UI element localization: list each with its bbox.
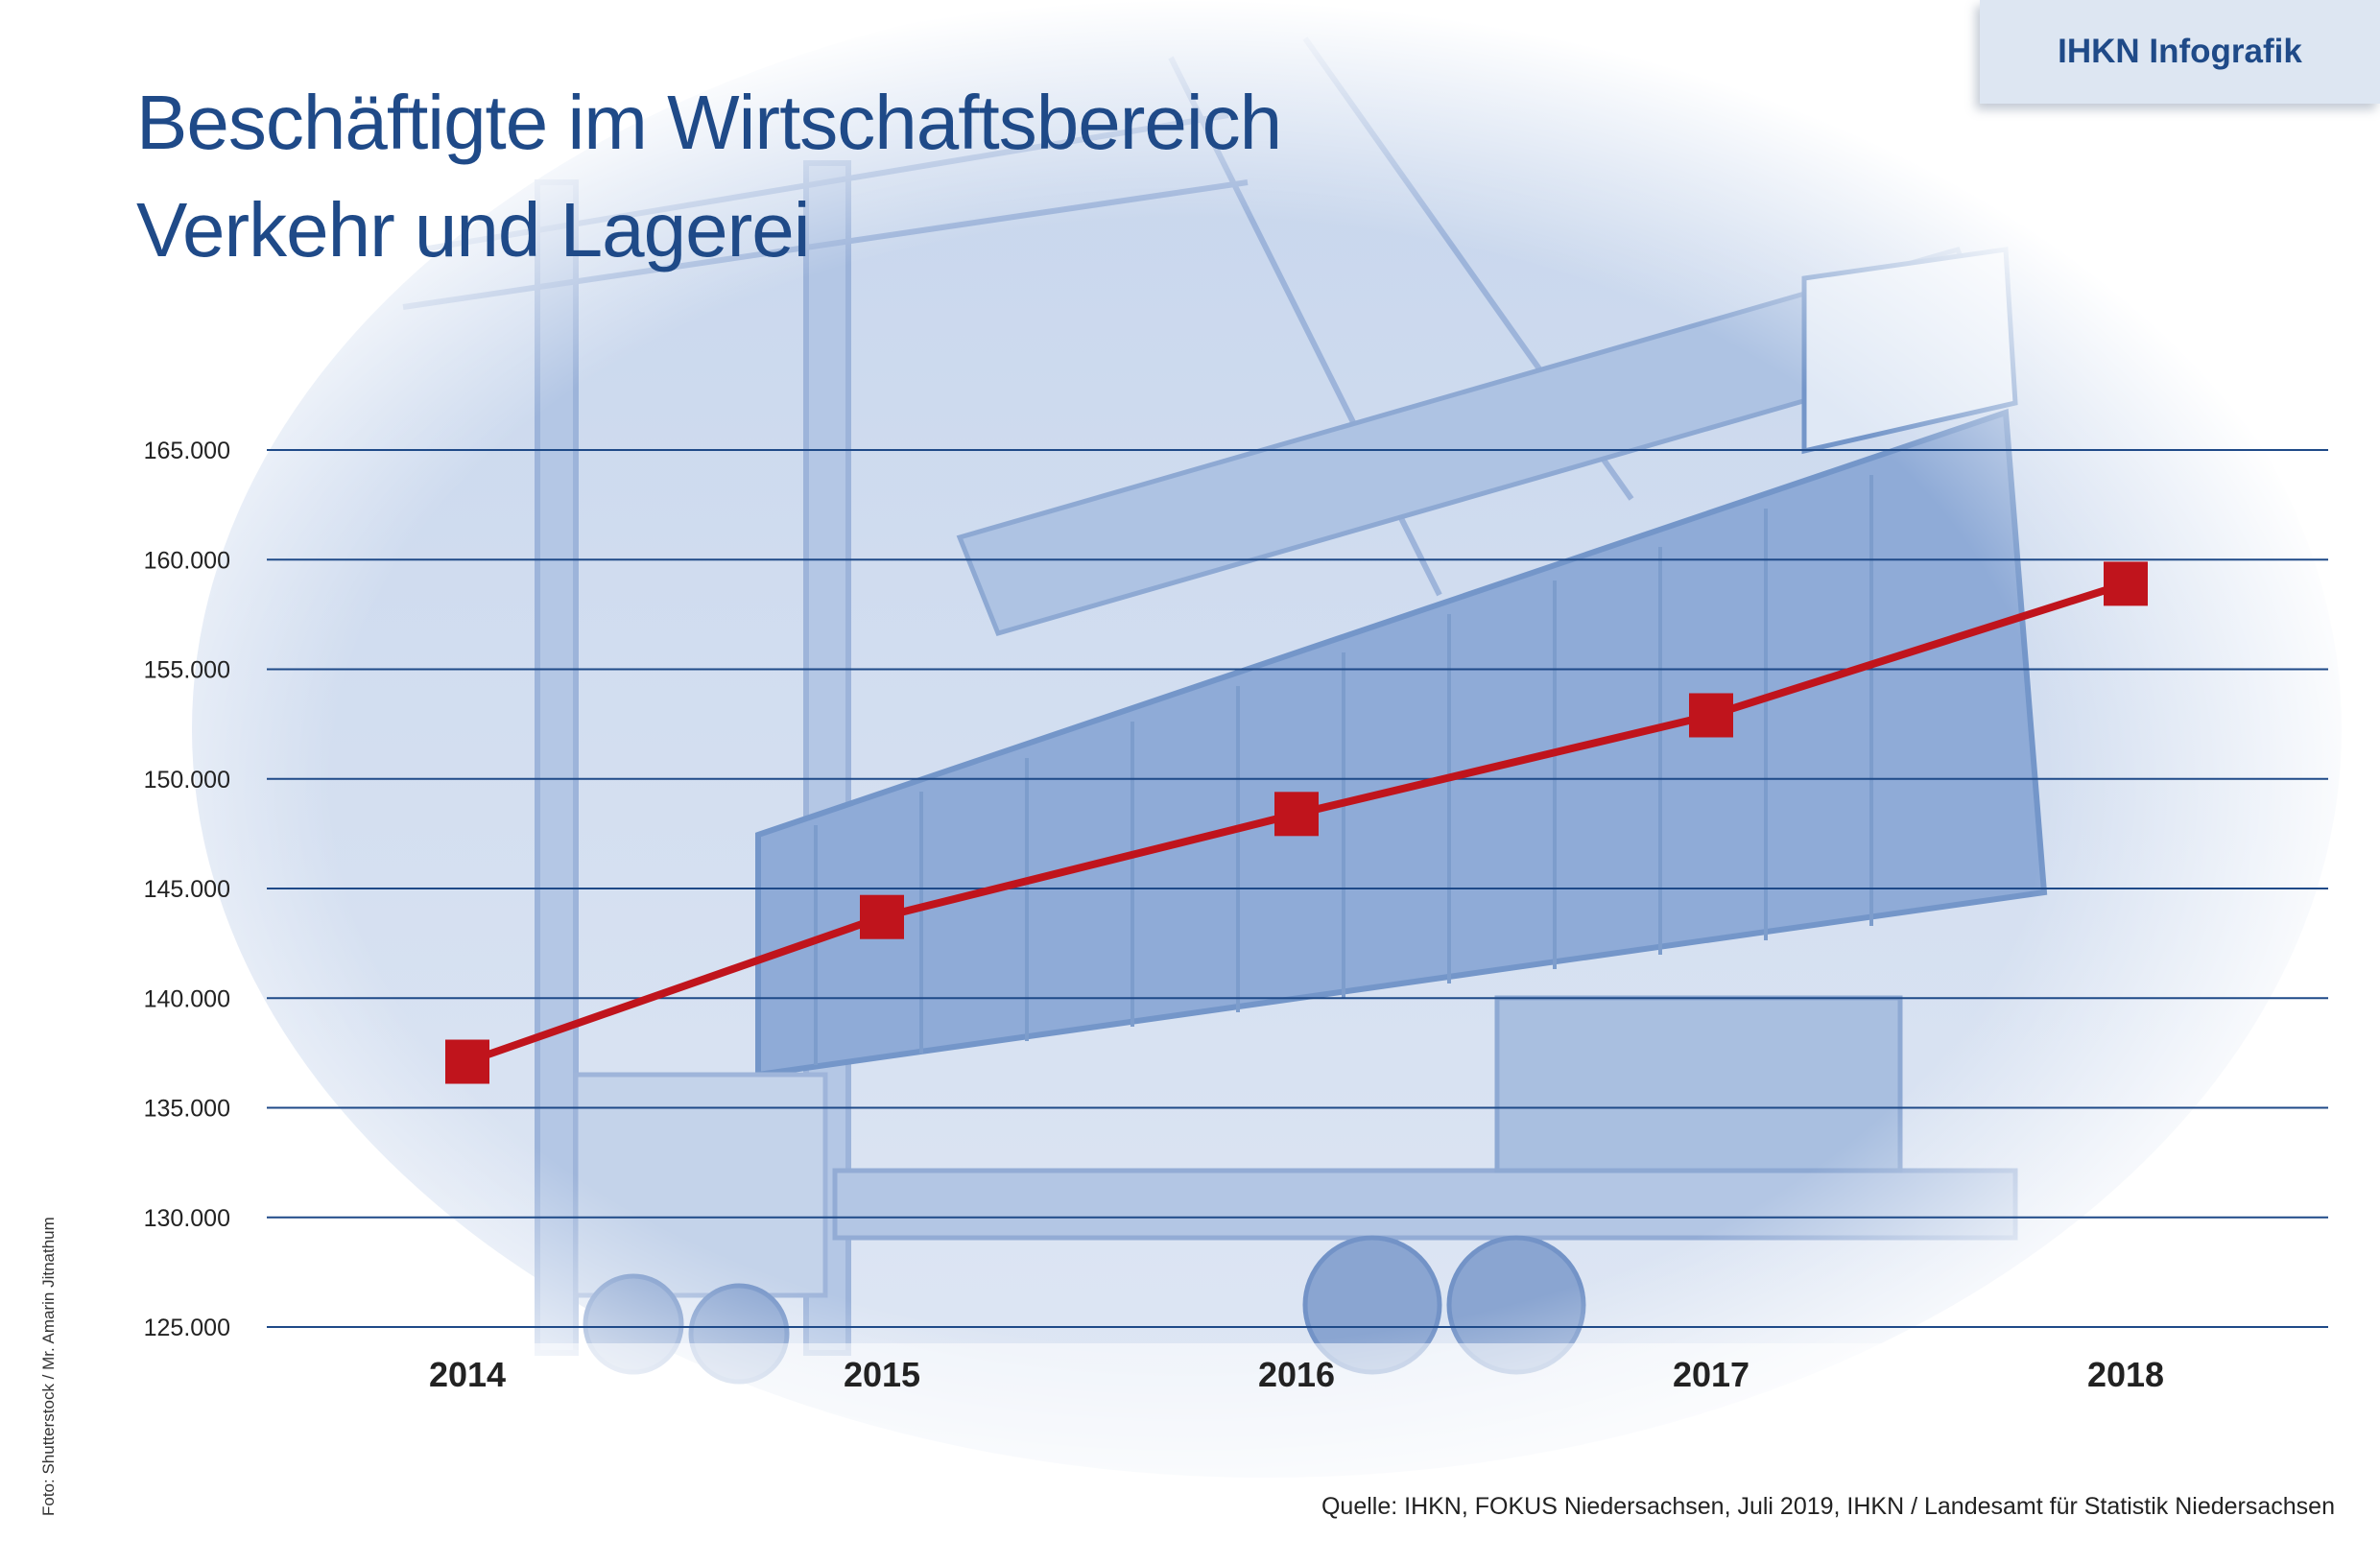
- photo-credit: Foto: Shutterstock / Mr. Amarin Jitnathu…: [39, 1217, 58, 1516]
- x-tick-label: 2015: [844, 1355, 920, 1394]
- y-tick-label: 140.000: [144, 985, 230, 1012]
- y-tick-label: 135.000: [144, 1096, 230, 1123]
- title-line-2: Verkehr und Lagerei: [136, 187, 811, 273]
- infographic-badge: IHKN Infografik: [1980, 0, 2380, 104]
- y-tick-label: 155.000: [144, 657, 230, 684]
- page-title: Beschäftigte im Wirtschaftsbereich Verke…: [136, 69, 1282, 284]
- y-tick-label: 160.000: [144, 547, 230, 574]
- badge-label: IHKN Infografik: [2058, 33, 2302, 70]
- x-tick-label: 2014: [429, 1355, 506, 1394]
- y-tick-label: 130.000: [144, 1205, 230, 1232]
- source-note: Quelle: IHKN, FOKUS Niedersachsen, Juli …: [1321, 1493, 2335, 1520]
- data-point-marker: [860, 894, 904, 939]
- y-tick-label: 125.000: [144, 1315, 230, 1341]
- x-tick-label: 2018: [2087, 1355, 2164, 1394]
- x-tick-label: 2017: [1673, 1355, 1749, 1394]
- data-point-marker: [1274, 792, 1319, 837]
- y-tick-label: 145.000: [144, 876, 230, 903]
- y-tick-label: 165.000: [144, 438, 230, 464]
- x-tick-label: 2016: [1258, 1355, 1335, 1394]
- y-tick-label: 150.000: [144, 767, 230, 794]
- data-point-marker: [445, 1039, 489, 1084]
- data-point-marker: [2104, 561, 2148, 606]
- title-line-1: Beschäftigte im Wirtschaftsbereich: [136, 80, 1282, 165]
- data-point-marker: [1689, 693, 1733, 738]
